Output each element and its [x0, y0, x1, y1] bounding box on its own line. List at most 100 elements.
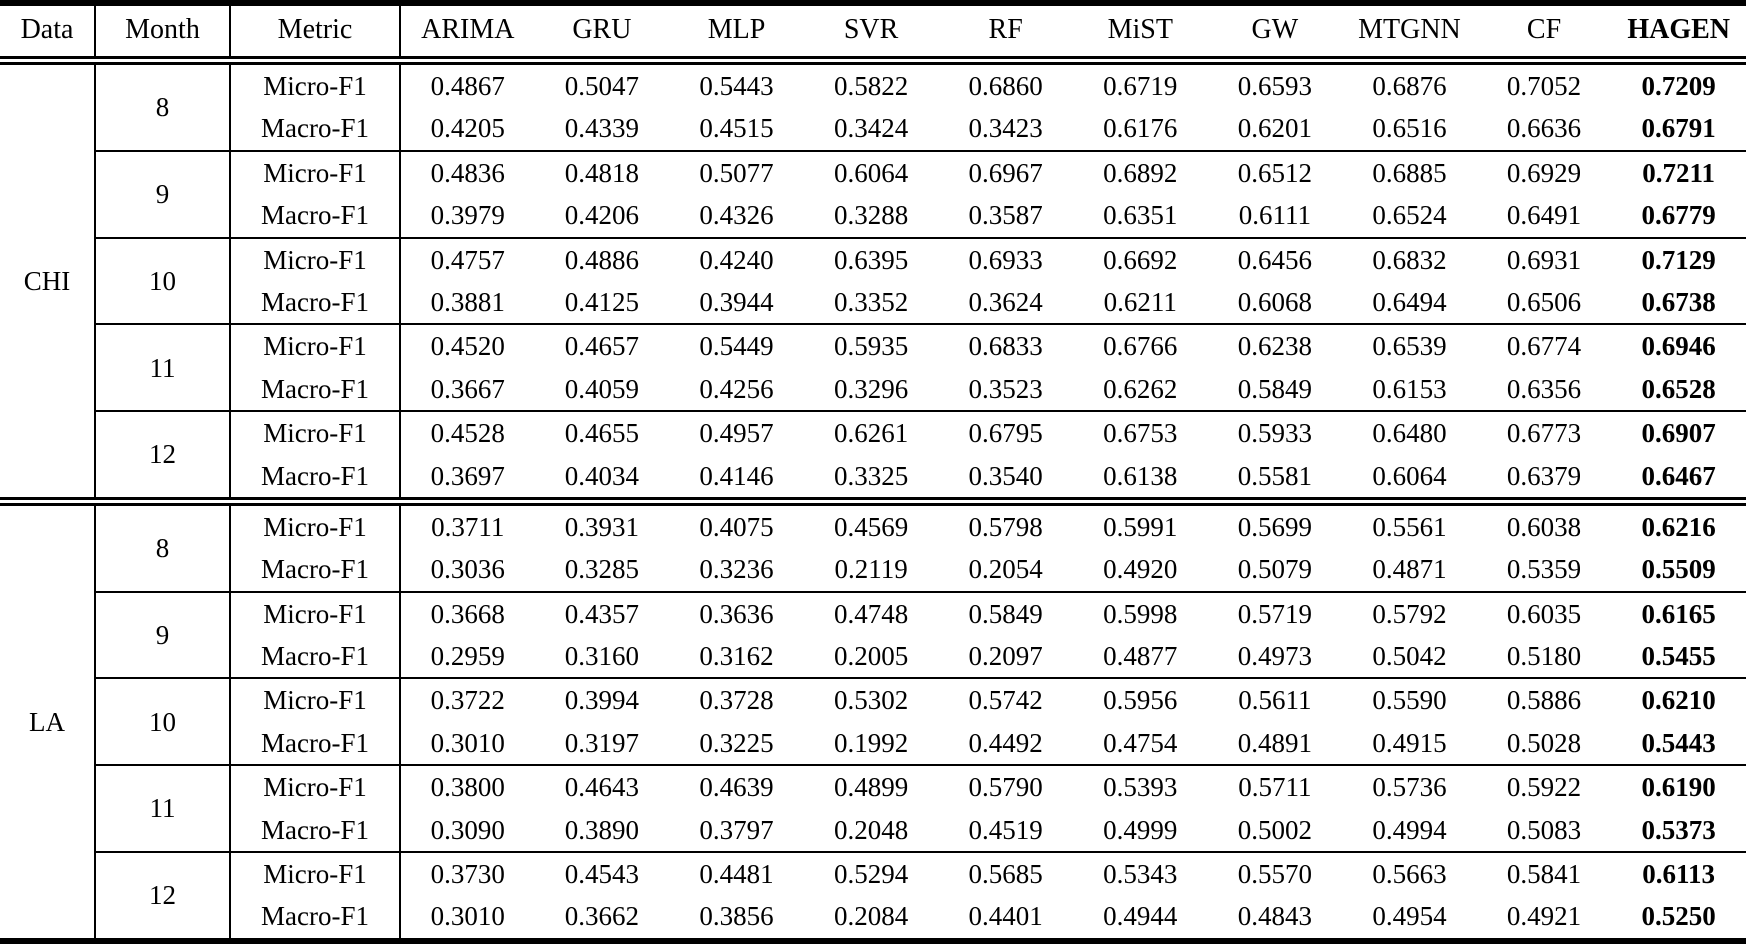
value-cell: 0.6064 [1342, 454, 1477, 506]
dataset-label: CHI [0, 60, 96, 506]
value-cell: 0.4818 [564, 157, 640, 188]
value-cell: 0.6216 [1641, 511, 1716, 542]
metric-label: Macro-F1 [230, 280, 401, 326]
value-cell: 0.3162 [669, 635, 804, 680]
metric-label: Macro-F1 [230, 367, 401, 413]
value-cell: 0.3636 [699, 598, 774, 629]
value-cell: 0.4843 [1237, 901, 1312, 932]
value-cell: 0.6738 [1611, 280, 1746, 326]
value-cell: 0.3931 [564, 511, 640, 542]
value-cell: 0.3890 [534, 808, 670, 854]
month-label: 12 [95, 411, 231, 506]
value-cell: 0.3667 [400, 367, 535, 413]
month-label: 12 [95, 852, 231, 942]
value-cell: 0.4569 [833, 511, 909, 542]
metric-label: Micro-F1 [230, 237, 401, 281]
value-cell: 0.3010 [430, 901, 505, 932]
value-cell: 0.4994 [1342, 808, 1477, 854]
value-cell: 0.4944 [1103, 901, 1178, 932]
value-cell: 0.2959 [400, 635, 535, 680]
value-cell: 0.6190 [1641, 772, 1716, 803]
column-header-gru: GRU [534, 3, 670, 65]
value-cell: 0.3624 [938, 280, 1073, 326]
value-cell: 0.7209 [1641, 71, 1716, 101]
value-cell: 0.5294 [833, 859, 909, 890]
value-cell: 0.5581 [1207, 454, 1343, 506]
value-cell: 0.3090 [400, 808, 535, 854]
value-cell: 0.6261 [833, 418, 909, 449]
value-cell: 0.6876 [1372, 71, 1447, 101]
value-cell: 0.6456 [1237, 244, 1312, 275]
value-cell: 0.3728 [699, 685, 774, 716]
value-cell: 0.4519 [938, 808, 1073, 854]
value-cell: 0.3881 [400, 280, 535, 326]
value-cell: 0.5393 [1103, 772, 1178, 803]
value-cell: 0.6692 [1103, 244, 1178, 275]
column-header-rf: RF [938, 3, 1073, 65]
value-cell: 0.6516 [1342, 107, 1477, 152]
table-row: CHI 8 Micro-F1 0.4867 0.5047 0.5443 0.5822 0.68… [0, 60, 1746, 506]
column-header-arima: ARIMA [400, 3, 535, 65]
value-cell: 0.4256 [669, 367, 804, 413]
value-cell: 0.6238 [1237, 331, 1312, 362]
month-label: 9 [95, 150, 231, 239]
value-cell: 0.6138 [1072, 454, 1208, 506]
value-cell: 0.4401 [968, 901, 1043, 932]
value-cell: 0.6506 [1476, 280, 1612, 326]
value-cell: 0.3797 [669, 808, 804, 854]
value-cell: 0.6795 [968, 418, 1043, 449]
value-cell: 0.6038 [1506, 511, 1582, 542]
value-cell: 0.2119 [803, 548, 939, 593]
value-cell: 0.7129 [1641, 244, 1716, 275]
table-row: 10 Micro-F1 0.3722 0.3994 0.3728 0.5302 0.5742… [0, 678, 1746, 767]
value-cell: 0.6113 [1642, 859, 1716, 890]
value-cell: 0.3800 [430, 772, 505, 803]
value-cell: 0.5699 [1237, 511, 1312, 542]
value-cell: 0.5561 [1372, 511, 1447, 542]
month-label: 10 [95, 237, 231, 326]
value-cell: 0.3424 [803, 107, 939, 152]
value-cell: 0.5343 [1103, 859, 1178, 890]
value-cell: 0.4957 [699, 418, 774, 449]
value-cell: 0.3160 [534, 635, 670, 680]
value-cell: 0.6480 [1372, 418, 1447, 449]
value-cell: 0.5849 [968, 598, 1043, 629]
value-cell: 0.5792 [1372, 598, 1447, 629]
table-row: Macro-F1 0.3697 0.4034 0.4146 0.3325 0.3540 0.… [0, 454, 1746, 506]
value-cell: 0.6356 [1476, 367, 1612, 413]
month-label: 11 [95, 324, 231, 413]
value-cell: 0.3587 [938, 194, 1073, 239]
metric-label: Macro-F1 [230, 548, 401, 593]
value-cell: 0.3730 [430, 859, 505, 890]
value-cell: 0.4748 [833, 598, 909, 629]
value-cell: 0.6262 [1072, 367, 1208, 413]
value-cell: 0.2048 [803, 808, 939, 854]
value-cell: 0.4836 [430, 157, 505, 188]
value-cell: 0.6773 [1506, 418, 1582, 449]
results-table-body: CHI 8 Micro-F1 0.4867 0.5047 0.5443 0.5822 0.68… [0, 60, 1746, 942]
metric-label: Macro-F1 [230, 808, 401, 854]
month-label: 8 [95, 501, 231, 593]
value-cell: 0.6512 [1237, 157, 1312, 188]
value-cell: 0.6719 [1103, 71, 1178, 101]
metric-label: Micro-F1 [230, 324, 401, 368]
table-row: Macro-F1 0.3090 0.3890 0.3797 0.2048 0.4519 0.… [0, 808, 1746, 854]
value-cell: 0.6860 [968, 71, 1043, 101]
header-row: Data Month Metric ARIMA GRU MLP SVR RF M… [0, 3, 1746, 65]
table-row: 12 Micro-F1 0.3730 0.4543 0.4481 0.5294 0.5685… [0, 852, 1746, 942]
column-header-data: Data [0, 3, 96, 65]
month-label: 8 [95, 60, 231, 152]
value-cell: 0.4886 [564, 244, 640, 275]
value-cell: 0.4520 [430, 331, 505, 362]
value-cell: 0.4643 [564, 772, 640, 803]
value-cell: 0.4871 [1342, 548, 1477, 593]
table-row: 11 Micro-F1 0.4520 0.4657 0.5449 0.5935 0.6833… [0, 324, 1746, 413]
value-cell: 0.6153 [1342, 367, 1477, 413]
metric-label: Macro-F1 [230, 107, 401, 152]
value-cell: 0.1992 [803, 721, 939, 767]
value-cell: 0.5935 [833, 331, 909, 362]
table-row: Macro-F1 0.3010 0.3197 0.3225 0.1992 0.4492 0.… [0, 721, 1746, 767]
value-cell: 0.5028 [1476, 721, 1612, 767]
value-cell: 0.4543 [564, 859, 640, 890]
value-cell: 0.4528 [430, 418, 505, 449]
